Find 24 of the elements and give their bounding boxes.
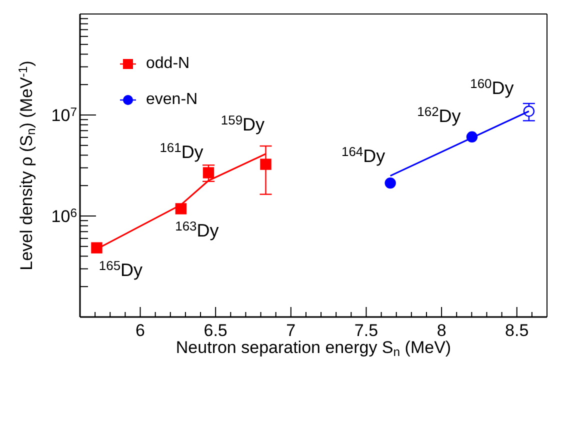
annotation: $^{165}$Dy — [98, 258, 143, 280]
point — [175, 203, 187, 214]
y-tick-label: 10$^{6}$ — [51, 206, 78, 226]
annotation: $^{164}$Dy — [342, 144, 386, 166]
point — [91, 242, 102, 254]
annotation: $^{161}$Dy — [160, 140, 204, 162]
point — [202, 167, 214, 178]
annotation: $^{160}$Dy — [470, 76, 514, 98]
annotation: $^{163}$Dy — [175, 218, 219, 241]
y-tick-label: 10$^{7}$ — [51, 104, 78, 125]
x-tick-label: 8 — [436, 321, 446, 340]
annotation: $^{159}$Dy — [220, 112, 265, 134]
point — [523, 106, 535, 117]
x-tick-label: 7 — [286, 321, 296, 340]
x-axis-title: Neutron separation energy S$_{n}$ (MeV) — [176, 338, 452, 359]
legend-label: even-N — [146, 91, 198, 109]
x-tick-label: 8.5 — [505, 321, 529, 340]
x-tick-label: 7.5 — [354, 321, 378, 340]
point — [384, 177, 396, 189]
annotation: $^{162}$Dy — [417, 104, 461, 126]
point — [260, 158, 272, 170]
legend-label: odd-N — [146, 55, 190, 73]
x-tick-label: 6 — [136, 321, 145, 340]
x-tick-label: 6.5 — [204, 321, 228, 340]
